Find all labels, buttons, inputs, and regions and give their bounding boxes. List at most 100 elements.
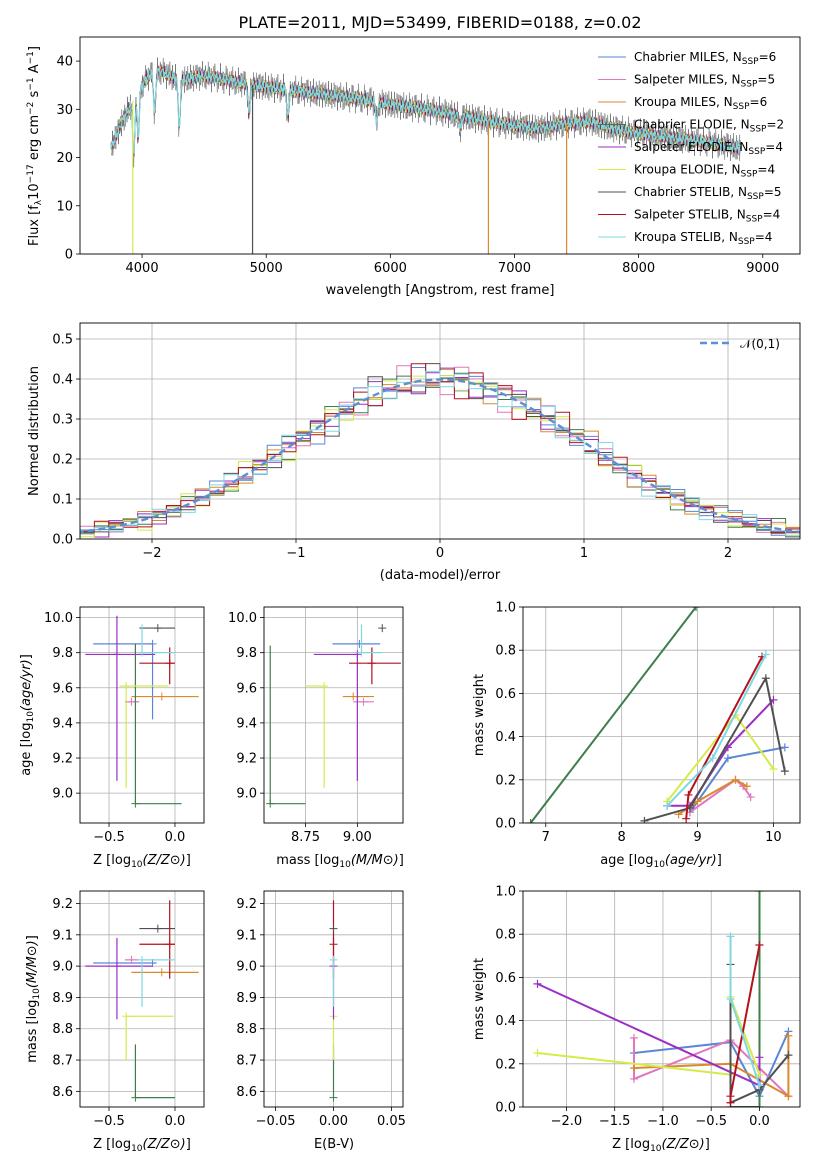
data-point (138, 648, 146, 657)
y-tick-label: 9.1 (236, 928, 257, 943)
y-tick-label: 9.2 (52, 897, 73, 912)
weight-point (780, 743, 789, 752)
weight-point (784, 1031, 793, 1040)
x-tick-label: −0.5 (695, 1114, 727, 1129)
y-tick-label: 8.9 (52, 991, 73, 1006)
panel-mass_vs_Z: −0.5 0.0 8.6 8.7 8.8 8.9 9.0 9.1 9.2 (52, 890, 205, 1129)
weight-point (784, 1051, 793, 1060)
data-point (157, 968, 166, 977)
legend-label: Salpeter ELODIE, NSSP=4 (634, 140, 783, 157)
spectrum-ylabel: Flux [fλ10−17 erg cm−2 s−1 A−1] (26, 46, 44, 246)
spectrum-model-line (110, 67, 741, 155)
plot-area-weight_vs_age (523, 607, 800, 823)
y-tick-label: 0.0 (495, 817, 516, 832)
weight-line (729, 964, 790, 1105)
legend-label: Chabrier STELIB, NSSP=5 (634, 185, 782, 202)
data-point (357, 648, 366, 657)
data-point (359, 697, 368, 706)
axes-frame (263, 606, 404, 824)
x-tick-label: −1 (286, 546, 305, 561)
weight-point (769, 765, 778, 773)
y-tick-label: 9.2 (236, 752, 257, 767)
y-tick-label: 1.0 (495, 885, 516, 900)
data-point (122, 682, 131, 691)
x-tick-label: 7 (542, 830, 550, 845)
weight-point (784, 1092, 793, 1101)
weight-point (731, 775, 740, 784)
weight-point (682, 814, 691, 823)
residuals-ylabel: Normed distribution (27, 366, 42, 496)
data-point (367, 659, 376, 668)
x-tick-label: −1.5 (599, 1114, 631, 1129)
weight-point (726, 932, 735, 941)
x-tick-label: 0.00 (319, 1114, 348, 1129)
y-tick-label: 9.2 (236, 897, 257, 912)
x-tick-label: 8.75 (291, 830, 320, 845)
x-tick-label: 0.0 (749, 1114, 770, 1129)
y-tick-label: 0.4 (52, 373, 73, 388)
panel-age_vs_Z: −0.5 0.0 9.0 9.2 9.4 9.6 9.8 10.0 (44, 606, 205, 845)
data-point (355, 639, 364, 648)
legend-label: 𝒩(0,1) (740, 337, 780, 351)
y-tick-label: 0.8 (495, 644, 516, 659)
legend-label: Kroupa MILES, NSSP=6 (634, 95, 767, 112)
panel-spectrum: 4000 5000 6000 7000 8000 9000 0 10 20 30 40 (56, 36, 801, 276)
x-tick-label: 2 (724, 546, 732, 561)
plot-area-mass_vs_Z (80, 891, 204, 1107)
x-tick-label: 5000 (250, 261, 283, 276)
x-tick-label: 9000 (746, 261, 779, 276)
y-tick-label: 9.4 (236, 716, 257, 731)
data-point (329, 940, 338, 949)
legend-label: Kroupa STELIB, NSSP=4 (634, 230, 772, 247)
weight-line (633, 1030, 790, 1099)
y-tick-label: 8.6 (52, 1085, 73, 1100)
y-tick-label: 8.8 (236, 1022, 257, 1037)
x-tick-label: −0.05 (256, 1114, 296, 1129)
x-tick-label: −1.0 (647, 1114, 679, 1129)
data-point (153, 624, 162, 633)
age-ylabel: age [log10(age/yr)] (19, 654, 36, 776)
data-point (165, 659, 174, 668)
data-point (153, 924, 162, 933)
y-tick-label: 9.6 (52, 681, 73, 696)
data-point (266, 799, 275, 808)
axes-frame (79, 36, 801, 255)
y-tick-label: 0.4 (495, 730, 516, 745)
data-point (127, 955, 136, 964)
weight-line (730, 891, 761, 1107)
weight-point (640, 816, 649, 823)
y-tick-label: 8.9 (236, 991, 257, 1006)
weight-vs-Z-xlabel: Z [log10(Z/Z⊙)] (612, 1137, 710, 1154)
panel-weight_vs_age: 7 8 9 10 0.0 0.2 0.4 0.6 0.8 1.0 (495, 601, 801, 845)
data-point (131, 1093, 140, 1102)
y-tick-label: 0.5 (52, 333, 73, 348)
x-tick-label: 0.0 (165, 1114, 186, 1129)
y-tick-label: 8.6 (236, 1085, 257, 1100)
y-tick-label: 0.2 (495, 1057, 516, 1072)
mass-vs-Z-xlabel: Z [log10(Z/Z⊙)] (93, 1137, 191, 1154)
y-tick-label: 0 (65, 248, 73, 263)
age-vs-Z-xlabel: Z [log10(Z/Z⊙)] (93, 853, 191, 870)
legend-label: Salpeter MILES, NSSP=5 (634, 73, 775, 90)
weight-line (529, 607, 697, 823)
data-point (329, 955, 338, 964)
y-tick-label: 0.4 (495, 1014, 516, 1029)
weight-point (755, 1081, 764, 1090)
weight-vs-age-xlabel: age [log10(age/yr)] (600, 853, 722, 870)
weight-point (761, 650, 770, 659)
y-tick-label: 9.0 (52, 787, 73, 802)
axes-frame (522, 890, 801, 1108)
data-point (378, 624, 387, 633)
mass-vs-ebv-xlabel: E(B-V) (314, 1137, 354, 1152)
y-tick-label: 0.0 (52, 533, 73, 548)
weight-line (537, 982, 761, 1087)
weight-point (533, 1049, 542, 1057)
plot-area-mass_vs_ebv (264, 891, 403, 1107)
plot-area-weight_vs_Z (523, 891, 800, 1107)
weight-point (692, 607, 701, 611)
data-point (349, 692, 358, 701)
y-tick-label: 9.2 (52, 752, 73, 767)
data-point (122, 1012, 131, 1021)
x-tick-label: 1 (580, 546, 588, 561)
